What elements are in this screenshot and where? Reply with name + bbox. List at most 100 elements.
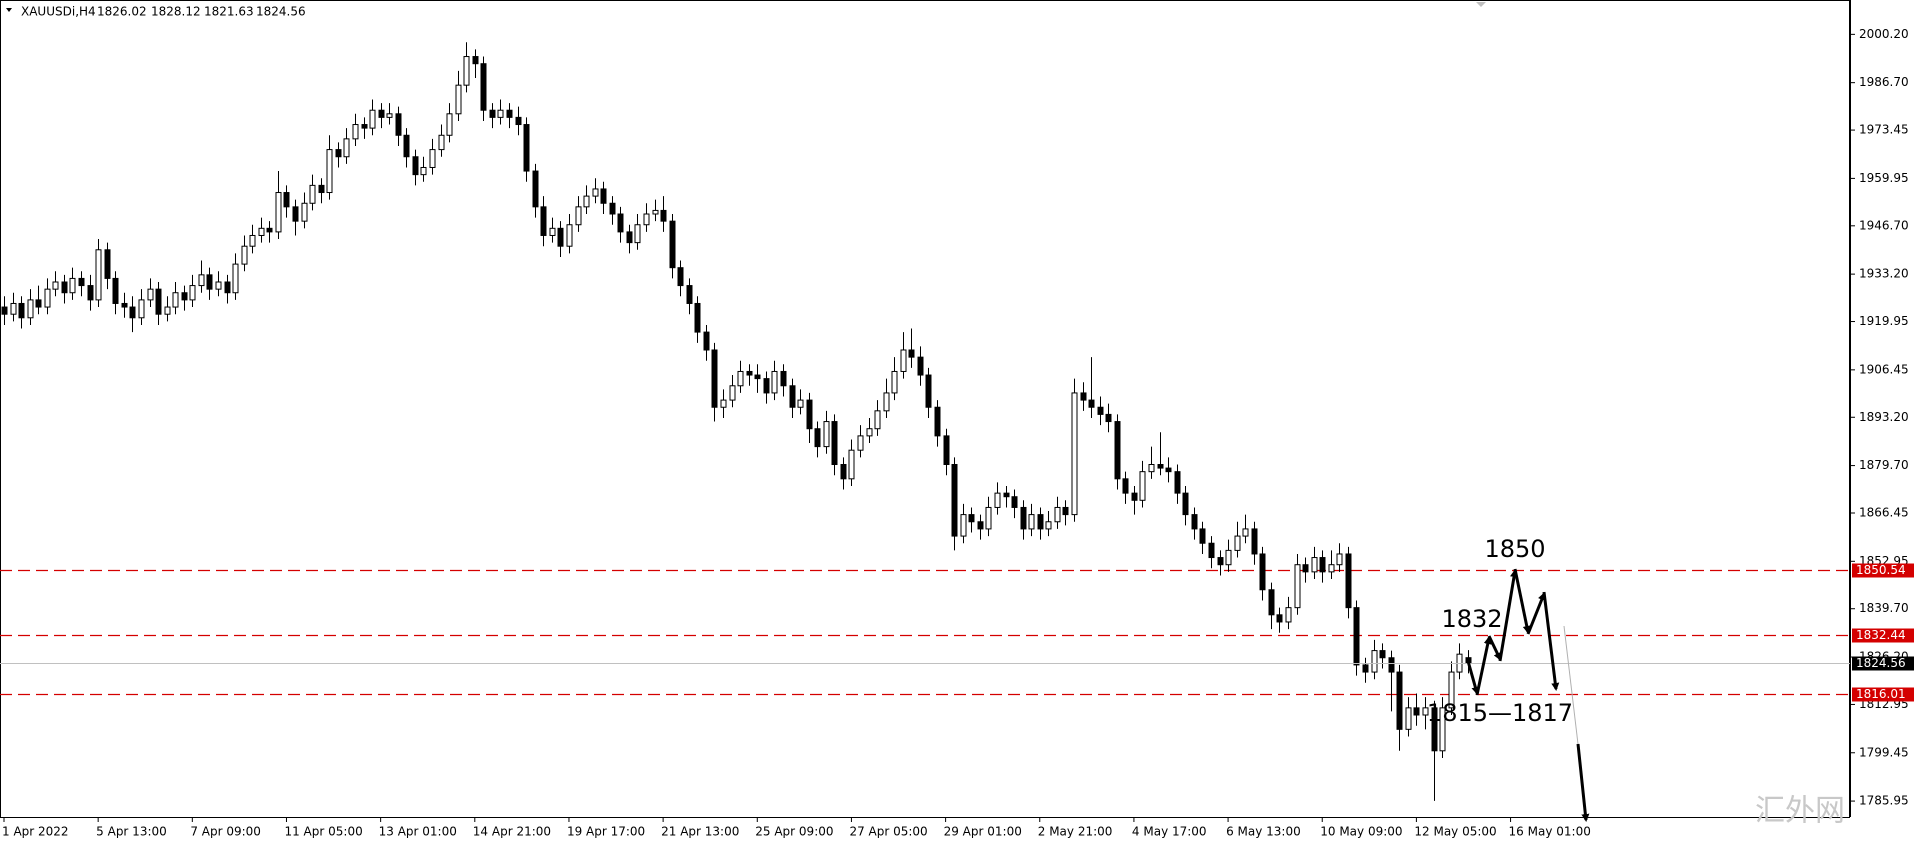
candle-body — [249, 234, 256, 247]
candle-body — [968, 514, 975, 523]
candle-body — [566, 224, 573, 247]
x-tick-label: 11 Apr 05:00 — [284, 825, 362, 839]
annotation: 1850 — [1484, 535, 1545, 563]
plot-frame — [0, 0, 1850, 818]
y-tick-label: 1986.70 — [1859, 75, 1909, 89]
candle-body — [1439, 707, 1446, 752]
y-tick-label: 1879.70 — [1859, 458, 1909, 472]
candle-body — [283, 192, 290, 208]
candle-body — [1353, 607, 1360, 666]
x-tick-label: 7 Apr 09:00 — [190, 825, 261, 839]
candle-body — [1371, 650, 1378, 673]
candle-body — [1148, 464, 1155, 473]
candle-body — [1139, 471, 1146, 501]
candle-body — [292, 206, 299, 222]
candle-body — [960, 514, 967, 537]
candle-body — [609, 202, 616, 215]
candle-body — [1020, 506, 1027, 530]
candle-body — [138, 299, 145, 319]
candle-body — [198, 274, 205, 287]
candle-body — [1345, 553, 1352, 609]
candle-body — [506, 109, 513, 118]
candle-body — [1422, 707, 1429, 716]
candle-body — [925, 374, 932, 408]
menu-triangle — [6, 8, 12, 12]
candle-body — [266, 227, 273, 233]
candle-body — [1122, 478, 1129, 494]
candle-body — [455, 84, 462, 115]
candle-body — [1182, 492, 1189, 516]
candle-body — [977, 521, 984, 530]
candle-body — [994, 492, 1001, 508]
candle-body — [472, 56, 479, 65]
candle-body — [369, 109, 376, 129]
y-tick-label: 1799.45 — [1859, 745, 1909, 759]
x-tick-label: 10 May 09:00 — [1320, 825, 1402, 839]
candle-body — [891, 370, 898, 394]
candle-body — [934, 406, 941, 437]
candle-body — [660, 209, 667, 222]
candle-body — [446, 113, 453, 136]
candle-body — [848, 449, 855, 480]
x-tick-label: 12 May 05:00 — [1414, 825, 1496, 839]
candle-body — [908, 349, 915, 358]
candle-body — [95, 249, 102, 301]
shift-marker — [1476, 2, 1486, 7]
candle-body — [1071, 392, 1078, 516]
candle-body — [1174, 471, 1181, 494]
candle-body — [1328, 564, 1335, 573]
candle-body — [489, 109, 496, 118]
candle-body — [1259, 553, 1266, 591]
candle-body — [1054, 506, 1061, 523]
candle-body — [1080, 392, 1087, 401]
candle-body — [69, 277, 76, 294]
candle-body — [309, 184, 316, 204]
y-tick-label: 1785.95 — [1859, 794, 1909, 808]
candle-body — [737, 370, 744, 387]
x-tick-label: 29 Apr 01:00 — [944, 825, 1022, 839]
candle-body — [318, 184, 325, 194]
candle-body — [1276, 614, 1283, 623]
candle-body — [1379, 650, 1386, 659]
candle-body — [1388, 657, 1395, 673]
header-low: 1821.63 — [204, 5, 254, 19]
level-label-box — [1852, 628, 1914, 643]
candle-body — [1336, 553, 1343, 566]
candle-body — [129, 306, 136, 319]
candle-body — [1037, 514, 1044, 530]
candle-body — [669, 220, 676, 269]
level-label: 1816.01 — [1856, 687, 1906, 701]
x-tick-label: 21 Apr 13:00 — [661, 825, 739, 839]
candle-body — [352, 124, 359, 140]
candle-body — [52, 281, 59, 290]
candle-body — [634, 224, 641, 244]
candle-body — [626, 231, 633, 244]
x-tick-label: 2 May 21:00 — [1038, 825, 1113, 839]
x-tick-label: 25 Apr 09:00 — [755, 825, 833, 839]
candle-body — [617, 213, 624, 233]
candle-body — [557, 227, 564, 247]
candle-body — [1208, 542, 1215, 559]
candle-body — [164, 306, 171, 315]
candle-body — [814, 428, 821, 448]
candle-body — [1225, 549, 1232, 566]
candle-body — [831, 421, 838, 466]
candle-body — [1191, 514, 1198, 530]
y-tick-label: 1906.45 — [1859, 362, 1909, 376]
candle-body — [1217, 557, 1224, 566]
candle-body — [643, 213, 650, 226]
candle-body — [61, 281, 68, 294]
header-close: 1824.56 — [256, 5, 306, 19]
y-tick-label: 1919.95 — [1859, 314, 1909, 328]
candle-body — [694, 302, 701, 333]
x-tick-label: 4 May 17:00 — [1132, 825, 1207, 839]
x-tick-label: 27 Apr 05:00 — [849, 825, 927, 839]
candle-body — [583, 195, 590, 208]
candle-body — [1062, 506, 1069, 516]
watermark: 汇外网 — [1755, 794, 1845, 829]
candle-body — [686, 285, 693, 304]
candle-body — [155, 288, 162, 315]
annotation: 1832 — [1441, 605, 1502, 633]
candle-body — [35, 299, 42, 308]
